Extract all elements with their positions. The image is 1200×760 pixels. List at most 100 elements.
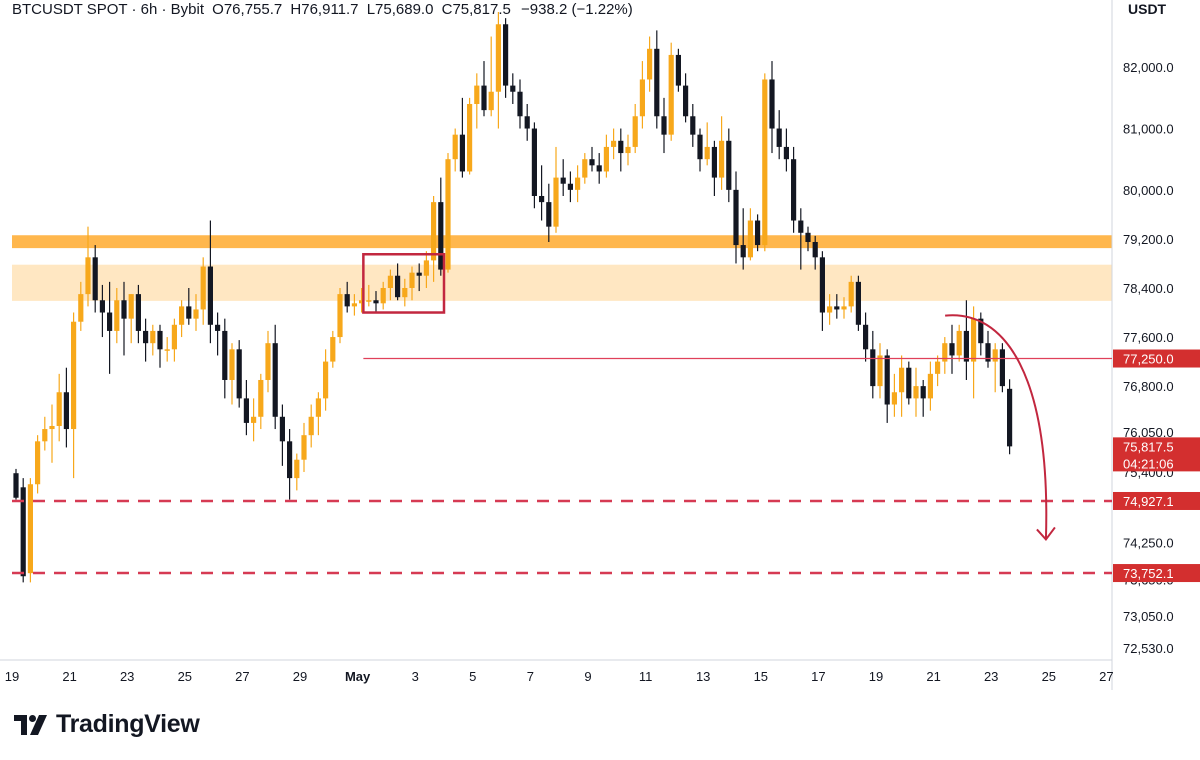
candle [704, 122, 710, 166]
open-value: 76,755.7 [223, 1, 283, 18]
candle-body [632, 116, 638, 147]
candle-body [589, 159, 595, 166]
candle-body [63, 392, 69, 430]
candle [315, 392, 321, 436]
candle-body [402, 287, 408, 298]
candle [632, 103, 638, 154]
candle [409, 266, 415, 301]
candle [287, 429, 293, 500]
candle [863, 312, 869, 362]
candle [510, 73, 516, 104]
candle-body [740, 245, 746, 258]
candle-body [488, 91, 494, 111]
candle-body [603, 146, 609, 172]
high-label: H [290, 1, 302, 18]
candle [99, 284, 105, 338]
dashed-level-price-tag: 74,927.1 [1123, 494, 1174, 509]
candle [445, 153, 451, 273]
candle [560, 159, 566, 196]
price-axis[interactable]: 82,000.0 81,000.0 80,000.0 79,200.0 78,400.0… [1123, 60, 1174, 656]
price-tags: 77,250.0 74,927.1 73,752.1 75,817.5 04:21:06 [1113, 349, 1200, 583]
candle [719, 116, 725, 190]
symbol-legend[interactable]: BTCUSDT SPOT · 6h · Bybit O76,755.7 H76,… [12, 1, 633, 18]
price-tick-label: 79,200.0 [1123, 232, 1174, 247]
time-axis[interactable]: 19 21 23 25 27 29 May 3 5 7 9 11 13 15 17 19 21 23 25 27 [5, 669, 1114, 684]
consolidation-box [362, 253, 446, 314]
candle [438, 177, 444, 276]
tradingview-logo[interactable]: TradingView [14, 710, 200, 739]
candle [841, 297, 847, 319]
candle-body [495, 24, 501, 92]
candle-body [229, 349, 235, 380]
candle-body [906, 367, 912, 399]
candle-body [762, 79, 768, 246]
candle [999, 343, 1005, 393]
time-tick-label: 25 [1042, 669, 1056, 684]
candle-body [359, 300, 365, 304]
candle-body [611, 140, 617, 147]
candle [380, 281, 386, 310]
candles-layer [13, 12, 1013, 583]
candle [827, 294, 833, 325]
candle [294, 453, 300, 491]
candle-body [675, 54, 681, 86]
candle-body [128, 294, 134, 319]
close-label: C [441, 1, 453, 18]
candle-body [877, 355, 883, 387]
tradingview-logo-text: TradingView [56, 710, 200, 738]
candle [927, 361, 933, 411]
candle [733, 171, 739, 264]
candle [395, 263, 401, 301]
candle-body [942, 343, 948, 362]
candle [236, 340, 242, 408]
candle [366, 284, 372, 307]
candle [747, 208, 753, 261]
candle-body [85, 257, 91, 295]
candle-body [236, 349, 242, 399]
candle-body [791, 159, 797, 221]
candle [272, 324, 278, 430]
price-tick-label: 81,000.0 [1123, 122, 1174, 137]
candle-body [985, 343, 991, 362]
candle-body [848, 281, 854, 307]
candle-body [841, 306, 847, 310]
candle [675, 48, 681, 92]
candle-body [683, 85, 689, 117]
levels-layer [12, 253, 1112, 575]
candle [870, 330, 876, 399]
candle [337, 287, 343, 344]
price-tick-label: 82,000.0 [1123, 60, 1174, 75]
candle-body [776, 128, 782, 147]
candle-body [56, 392, 62, 426]
candle-body [323, 361, 329, 399]
candle [171, 318, 177, 362]
resistance-zone-upper [12, 235, 1112, 249]
candle-body [251, 416, 257, 423]
candle-body [344, 294, 350, 307]
symbol-title[interactable]: BTCUSDT SPOT · 6h · Bybit [12, 1, 204, 18]
candle-body [978, 318, 984, 344]
candle-body [855, 281, 861, 325]
candle-body [531, 128, 537, 196]
candle-body [330, 337, 336, 362]
candle [143, 318, 149, 362]
candle [265, 330, 271, 393]
candle-body [27, 484, 33, 574]
currency-label[interactable]: USDT [1128, 1, 1167, 17]
candle-body [870, 349, 876, 387]
candle [56, 373, 62, 442]
candle [431, 195, 437, 282]
candle [467, 97, 473, 175]
candle-body [582, 159, 588, 178]
candle-body [927, 373, 933, 399]
candle [855, 275, 861, 331]
price-tick-label: 72,530.0 [1123, 641, 1174, 656]
time-tick-label: 21 [926, 669, 940, 684]
candle [359, 287, 365, 313]
candle-body [438, 202, 444, 270]
candle [373, 291, 379, 313]
candle-body [899, 367, 905, 393]
low-label: L [366, 1, 376, 18]
candle [913, 367, 919, 417]
